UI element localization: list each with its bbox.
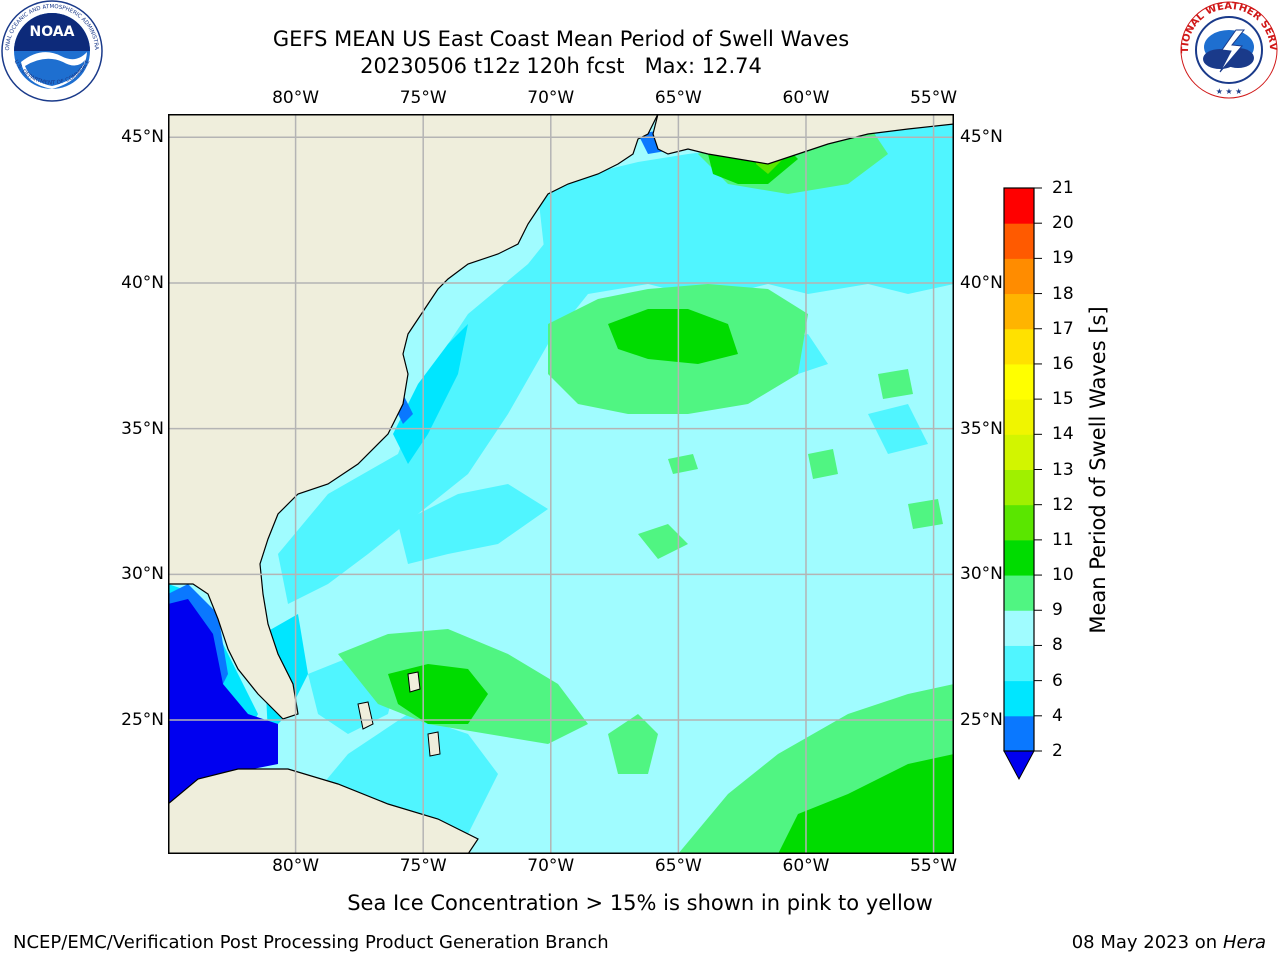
colorbar-label: Mean Period of Swell Waves [s]: [1086, 306, 1110, 634]
datestamp-date: 08 May 2023 on: [1071, 932, 1218, 953]
lon-tick-label: 65°W: [654, 856, 702, 876]
colorbar-swatch: [1004, 293, 1034, 330]
colorbar-swatch: [1004, 469, 1034, 506]
map-subtitle: 20230506 t12z 120h fcst Max: 12.74: [360, 54, 762, 78]
period-6-8-coast: [278, 204, 618, 604]
colorbar-tick-label: 14: [1052, 424, 1074, 445]
colorbar-swatch: [1004, 539, 1034, 576]
lat-tick-label: 30°N: [960, 564, 1003, 585]
colorbar-swatch: [1004, 223, 1034, 259]
swell-period-map: [168, 114, 954, 854]
colorbar-swatch: [1004, 504, 1034, 541]
lat-tick-label: 40°N: [960, 272, 1003, 293]
colorbar-tick-label: 13: [1052, 459, 1074, 480]
colorbar-swatch: [1004, 715, 1034, 752]
colorbar-tick-label: 18: [1052, 283, 1074, 304]
lon-tick-label: 55°W: [910, 856, 958, 876]
lon-tick-label: 75°W: [399, 856, 447, 876]
colorbar-tick-label: 6: [1052, 670, 1063, 691]
svg-text:NOAA: NOAA: [30, 24, 75, 40]
lon-tick-label: 80°W: [272, 856, 320, 876]
colorbar-tick-label: 17: [1052, 318, 1074, 339]
lon-tick-label: 60°W: [782, 88, 830, 108]
land-us-east-coast: [168, 114, 659, 720]
colorbar-swatch: [1004, 434, 1034, 470]
period-10-11-central: [608, 309, 738, 364]
map-border: [168, 114, 954, 854]
colorbar-swatch: [1004, 258, 1034, 295]
lon-tick-label: 75°W: [399, 88, 447, 108]
colorbar-swatch: [1004, 575, 1034, 611]
colorbar-tick-label: 10: [1052, 565, 1074, 586]
colorbar-swatch: [1004, 363, 1034, 400]
lat-tick-label: 25°N: [960, 709, 1003, 730]
lat-tick-label: 45°N: [960, 127, 1003, 148]
colorbar-tick-label: 11: [1052, 529, 1074, 550]
datestamp-host: Hera: [1222, 932, 1266, 953]
datestamp: 08 May 2023 on Hera: [1072, 932, 1266, 953]
colorbar-tick-label: 4: [1052, 705, 1063, 726]
colorbar-tick-label: 19: [1052, 248, 1074, 269]
colorbar-tick-label: 16: [1052, 353, 1074, 374]
colorbar-extend-arrow: [1003, 750, 1035, 781]
colorbar-tick-label: 8: [1052, 635, 1063, 656]
period-10-11-southeast: [778, 754, 954, 854]
colorbar-tick-label: 15: [1052, 389, 1074, 410]
colorbar-swatch: [1004, 399, 1034, 435]
period-9-10-scattered: [638, 369, 943, 559]
land-cuba: [168, 768, 479, 854]
colorbar-swatch: [1004, 188, 1034, 224]
colorbar-tick-label: 20: [1052, 213, 1074, 234]
lat-tick-label: 35°N: [121, 418, 164, 439]
svg-text:★ ★ ★: ★ ★ ★: [1216, 87, 1243, 96]
lon-tick-label: 70°W: [527, 88, 575, 108]
colorbar-swatch: [1004, 680, 1034, 717]
lon-tick-label: 55°W: [910, 88, 958, 108]
lat-tick-label: 45°N: [121, 127, 164, 148]
lat-tick-label: 35°N: [960, 418, 1003, 439]
colorbar-tick-label: 2: [1052, 741, 1063, 761]
lon-tick-label: 80°W: [272, 88, 320, 108]
colorbar: [1003, 187, 1042, 781]
colorbar-tick-label: 21: [1052, 178, 1074, 198]
colorbar-tick-label: 9: [1052, 600, 1063, 621]
nws-logo-icon: NATIONAL WEATHER SERVICE ★ ★ ★: [1178, 0, 1278, 99]
lat-tick-label: 40°N: [121, 272, 164, 293]
lon-tick-label: 70°W: [527, 856, 575, 876]
credit-line: NCEP/EMC/Verification Post Processing Pr…: [13, 932, 609, 953]
colorbar-tick-label: 12: [1052, 494, 1074, 515]
lat-tick-label: 30°N: [121, 564, 164, 585]
period-6-8-midshelf: [398, 484, 548, 564]
period-9-10-southwest: [608, 714, 658, 774]
sea-ice-footnote: Sea Ice Concentration > 15% is shown in …: [347, 891, 933, 915]
lon-tick-label: 60°W: [782, 856, 830, 876]
graticule: [168, 114, 954, 854]
noaa-logo-icon: NOAA NATIONAL OCEANIC AND ATMOSPHERIC AD…: [1, 0, 103, 102]
colorbar-swatch: [1004, 328, 1034, 365]
colorbar-swatch: [1004, 610, 1034, 646]
map-title: GEFS MEAN US East Coast Mean Period of S…: [272, 27, 850, 51]
land-nova-scotia: [652, 114, 954, 165]
lon-tick-label: 65°W: [654, 88, 702, 108]
lat-tick-label: 25°N: [121, 709, 164, 730]
colorbar-swatch: [1004, 645, 1034, 682]
